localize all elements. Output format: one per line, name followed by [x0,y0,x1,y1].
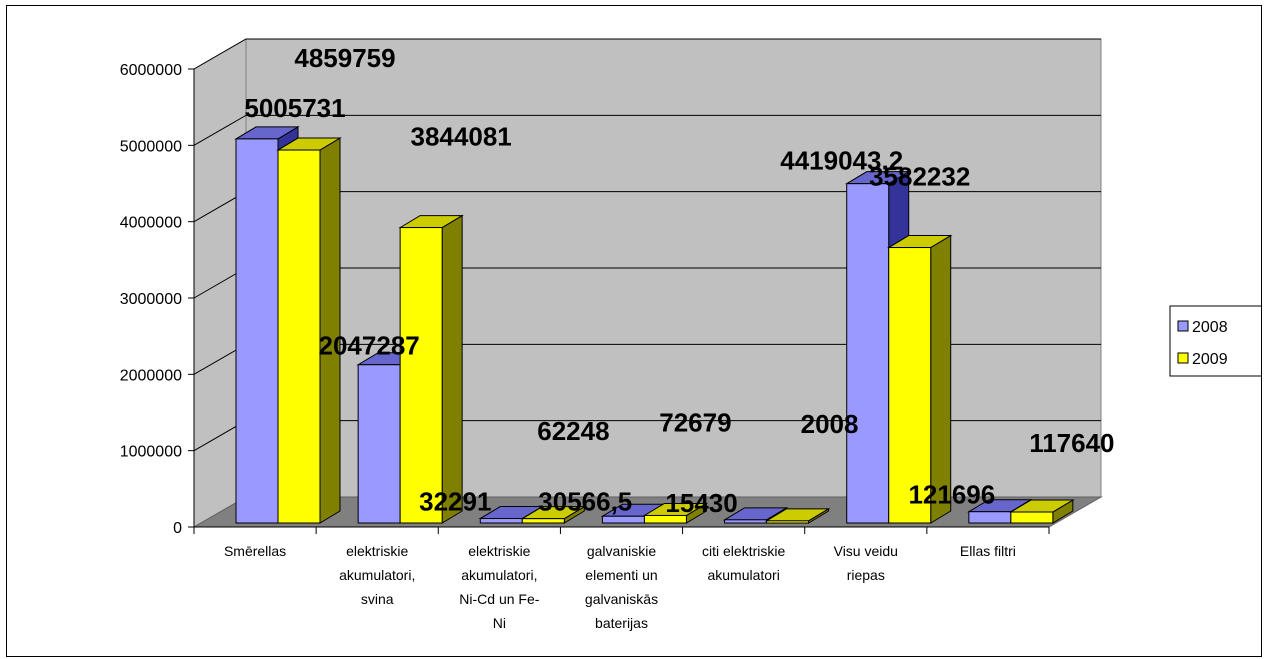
data-label: 2008 [801,409,859,439]
bar-front [601,515,645,524]
bar-front [968,511,1012,524]
chart-frame: 0 1000000 2000000 3000000 4000000 5000000 6000… [6,5,1262,657]
y-tick-label: 2000000 [120,367,182,384]
bar-front [479,518,523,524]
legend-swatch [1177,320,1189,332]
bar-front [235,138,279,524]
y-tick-label: 6000000 [120,62,182,79]
bars [234,126,1075,524]
data-label: 121696 [908,480,995,510]
bar-front [766,520,810,524]
x-tick-label: citi elektriskie akumulatori [702,543,785,583]
bar-2009-1 [398,214,464,524]
x-tick-label: elektriskie akumulatori, svina [339,543,415,607]
x-tick-label: Visu veidu riepas [834,543,898,583]
bar-front [521,518,565,524]
x-tick-label: Smērellas [224,543,286,559]
bar-front [643,514,687,524]
bar-2009-2 [520,505,587,524]
data-label: 32291 [419,487,491,517]
y-tick-label: 0 [173,520,182,537]
legend-swatch [1177,352,1189,364]
bar-front [1010,511,1054,524]
bar-2009-5 [886,234,953,524]
y-tick-label: 3000000 [120,291,182,308]
data-label: 15430 [665,488,737,518]
legend-label: 2008 [1192,319,1228,336]
data-label: 117640 [1029,428,1114,458]
gridline [193,38,1101,70]
bar-2009-6 [1009,499,1075,524]
bar-front [846,183,890,524]
data-label: 30566,5 [538,487,632,517]
data-label: 5005731 [244,93,345,123]
data-label: 3844081 [411,122,512,152]
x-tick-label: elektriskie akumulatori, Ni-Cd un Fe-Ni [459,543,539,631]
bar-2009-4 [764,507,831,524]
bar-front [357,364,401,524]
bar-front [724,519,768,524]
data-label: 2047287 [319,331,420,361]
axes: 0 1000000 2000000 3000000 4000000 5000000 6000… [120,62,1050,631]
y-tick-label: 5000000 [120,138,182,155]
data-label: 4419043,2 [780,146,903,176]
legend-label: 2009 [1192,351,1228,368]
data-label: 72679 [659,407,731,437]
y-tick-label: 1000000 [120,444,182,461]
legend: 2008 2009 [1169,305,1261,377]
data-label: 3582232 [869,162,970,192]
bar-2009-0 [276,137,342,524]
bar-front [399,227,443,524]
bar-front [888,247,932,524]
legend-box [1169,305,1261,377]
x-tick-label: Ellas filtri [960,543,1016,559]
y-tick-label: 4000000 [120,215,182,232]
x-tick-label: galvaniskie elementi un galvaniskās baterij… [585,543,658,631]
bar-front [277,149,321,524]
bar-side [441,214,463,524]
bar-2009-3 [642,502,709,524]
data-label: 4859759 [294,43,395,73]
bar-chart-3d: 0 1000000 2000000 3000000 4000000 5000000 6000… [120,38,1261,631]
data-labels: 5005731 4859759 2047287 3844081 32291 30566,5… [244,43,1114,518]
data-label: 62248 [537,416,609,446]
gridline [193,114,1101,146]
